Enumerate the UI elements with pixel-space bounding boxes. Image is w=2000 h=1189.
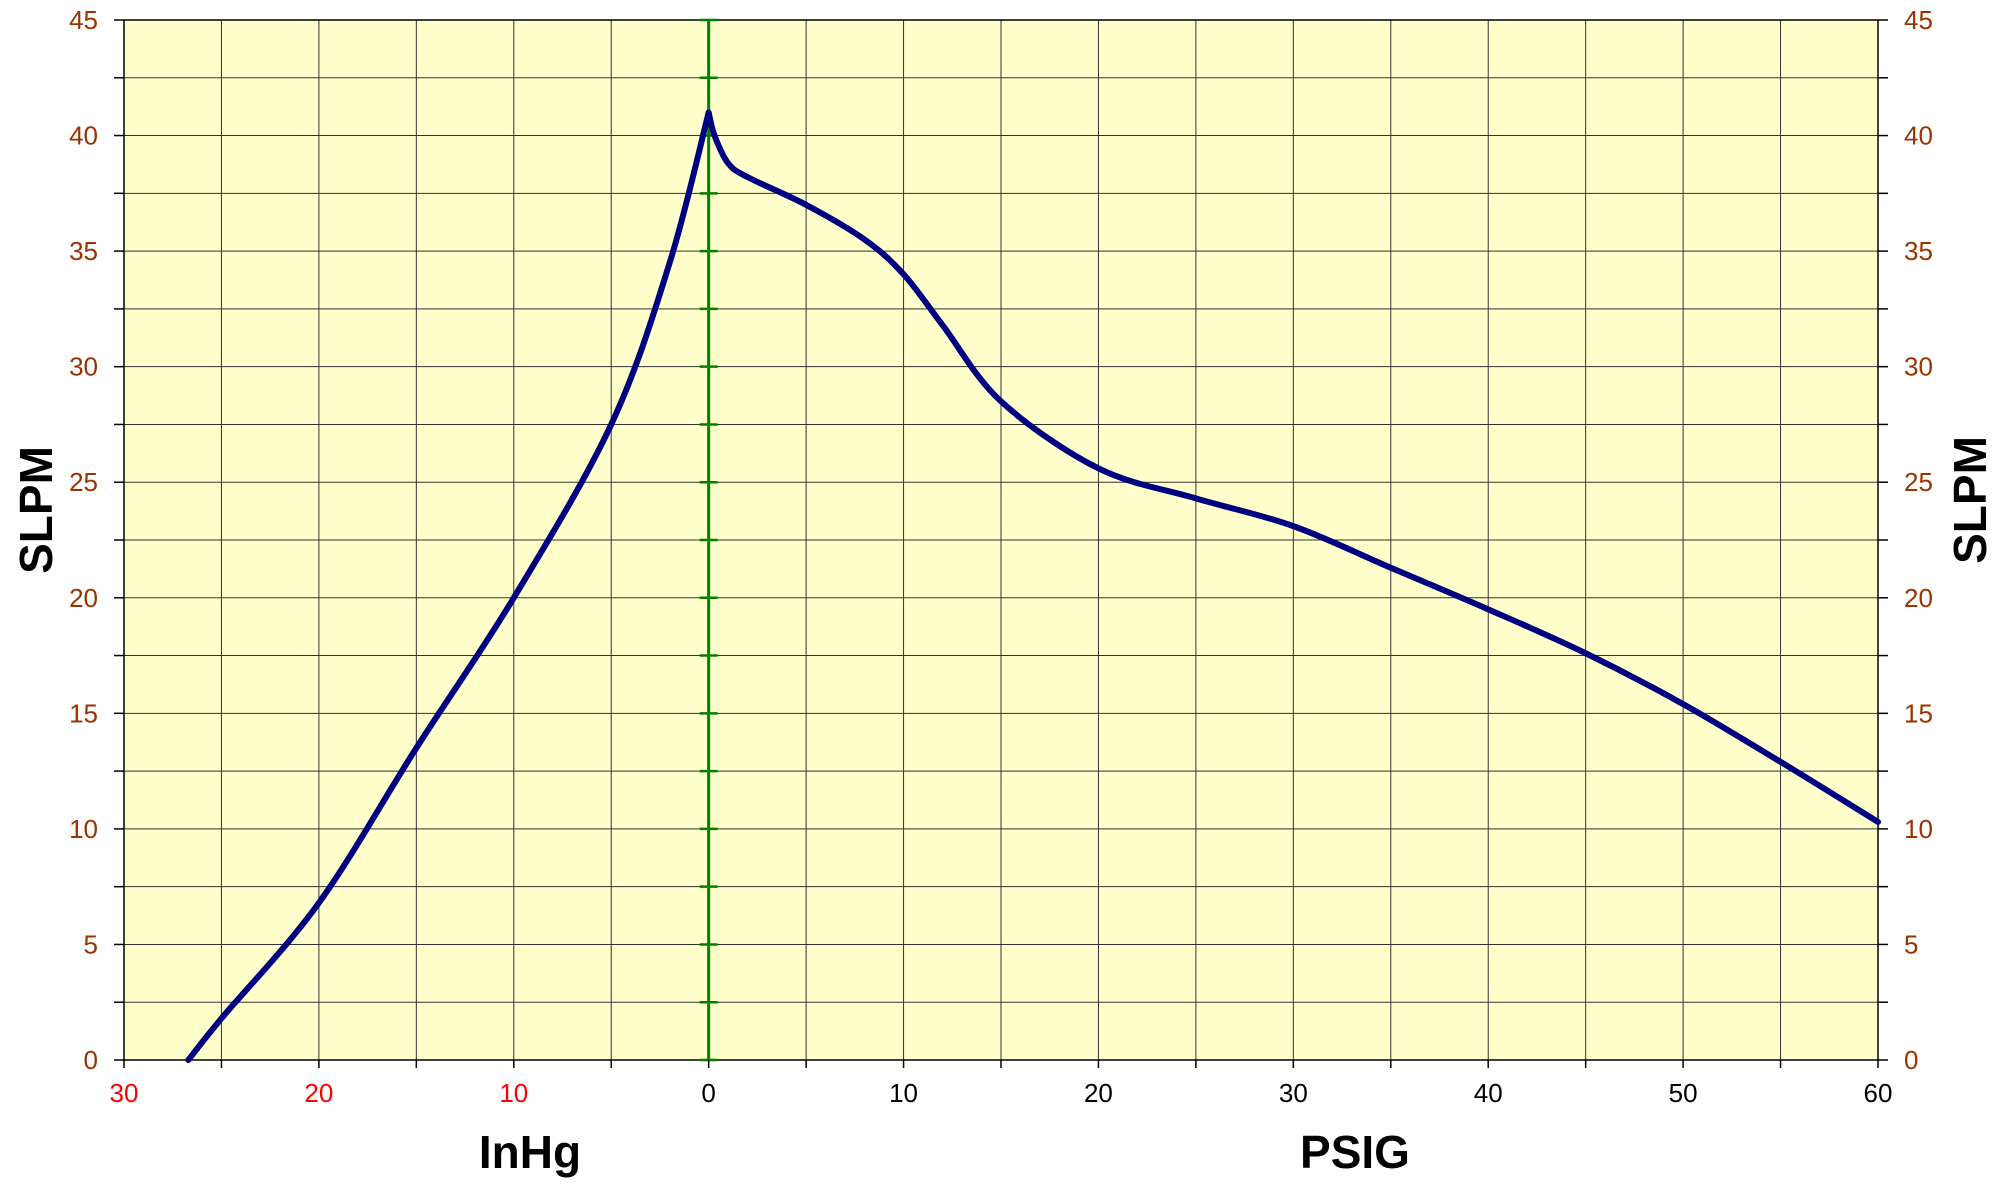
y-tick-label-left: 15 (69, 698, 98, 728)
x-tick-label-pressure: 30 (1279, 1078, 1308, 1108)
y-axis-title-right: SLPM (1944, 436, 1996, 564)
y-tick-label-right: 25 (1904, 467, 1933, 497)
y-tick-label-right: 40 (1904, 121, 1933, 151)
y-tick-label-right: 35 (1904, 236, 1933, 266)
y-axis-title-left: SLPM (10, 446, 62, 574)
y-tick-label-right: 20 (1904, 583, 1933, 613)
x-tick-label-pressure: 50 (1669, 1078, 1698, 1108)
pressure-flow-curve (705, 109, 1881, 825)
x-tick-label-vacuum: 10 (499, 1078, 528, 1108)
x-tick-label-vacuum: 0 (701, 1078, 715, 1108)
y-tick-label-left: 30 (69, 352, 98, 382)
vacuum-flow-curve (185, 109, 712, 1063)
tick-marks (114, 18, 1888, 1068)
x-axis-title-vacuum: InHg (479, 1126, 581, 1178)
y-tick-label-right: 15 (1904, 698, 1933, 728)
x-axis-title-pressure: PSIG (1300, 1126, 1410, 1178)
tick-labels: 0 0 5 5 10 10 15 15 20 20 25 25 30 30 35 35 40 40 45 45 30 20… (69, 5, 1933, 1108)
y-tick-label-right: 30 (1904, 352, 1933, 382)
y-tick-label-left: 25 (69, 467, 98, 497)
x-tick-label-pressure: 20 (1084, 1078, 1113, 1108)
y-tick-label-right: 0 (1904, 1045, 1918, 1075)
y-tick-label-right: 10 (1904, 814, 1933, 844)
x-tick-label-vacuum: 20 (304, 1078, 333, 1108)
x-tick-label-pressure: 40 (1474, 1078, 1503, 1108)
y-tick-label-left: 40 (69, 121, 98, 151)
y-tick-label-right: 5 (1904, 929, 1918, 959)
y-tick-label-left: 45 (69, 5, 98, 35)
x-tick-label-pressure: 60 (1864, 1078, 1893, 1108)
y-tick-label-left: 10 (69, 814, 98, 844)
y-tick-label-left: 5 (84, 929, 98, 959)
x-tick-label-vacuum: 30 (110, 1078, 139, 1108)
y-tick-label-left: 35 (69, 236, 98, 266)
x-tick-label-pressure: 10 (889, 1078, 918, 1108)
y-tick-label-right: 45 (1904, 5, 1933, 35)
y-tick-label-left: 20 (69, 583, 98, 613)
y-tick-label-left: 0 (84, 1045, 98, 1075)
curves (185, 109, 1881, 1063)
